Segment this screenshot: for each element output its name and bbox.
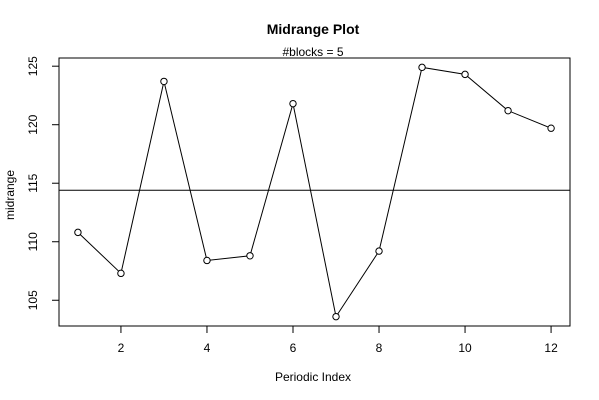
x-tick-label: 12 <box>544 341 558 355</box>
y-axis-label: midrange <box>3 170 17 220</box>
data-point <box>375 247 383 255</box>
y-axis: 105 110 115 120 125 <box>26 56 59 310</box>
x-axis: 2 4 6 8 10 12 <box>118 326 558 355</box>
data-point <box>547 124 555 132</box>
data-point <box>203 256 211 265</box>
data-point <box>332 312 340 321</box>
data-point <box>461 70 469 79</box>
data-point <box>418 63 426 72</box>
x-tick-label: 2 <box>118 341 125 355</box>
data-point <box>246 252 254 260</box>
midrange-points <box>74 63 555 321</box>
y-tick-label: 110 <box>26 232 40 251</box>
chart-subtitle: #blocks = 5 <box>282 45 343 59</box>
y-tick-label: 120 <box>26 114 40 134</box>
data-point <box>160 77 168 86</box>
midrange-series-line <box>77 66 552 318</box>
data-point <box>504 106 512 115</box>
x-axis-label: Periodic Index <box>275 370 351 384</box>
x-tick-label: 8 <box>376 341 383 355</box>
data-point <box>117 269 125 278</box>
y-tick-label: 105 <box>26 290 40 310</box>
plot-area-frame <box>58 57 571 327</box>
x-tick-label: 6 <box>290 341 297 355</box>
chart-title: Midrange Plot <box>267 21 360 37</box>
y-tick-label: 115 <box>26 173 40 192</box>
y-tick-label: 125 <box>26 56 40 76</box>
data-point <box>74 228 82 237</box>
data-point <box>289 99 297 108</box>
x-tick-label: 10 <box>458 341 472 355</box>
x-tick-label: 4 <box>204 341 211 355</box>
